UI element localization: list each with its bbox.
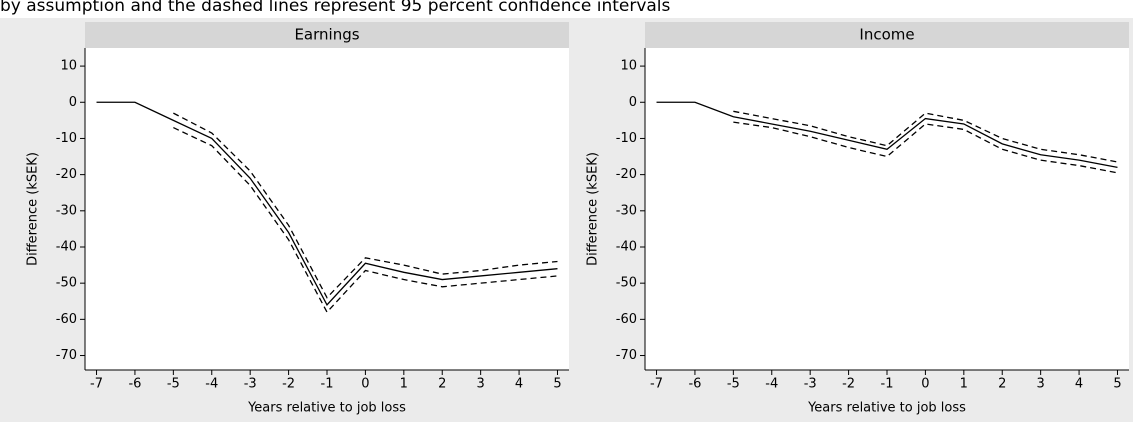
x-tick-label: 1 (400, 377, 408, 392)
x-tick-label: 4 (1075, 377, 1083, 392)
y-tick-label: -20 (56, 167, 77, 182)
y-tick-label: 10 (60, 59, 77, 74)
x-tick-label: -4 (205, 377, 218, 392)
y-tick-label: -70 (56, 348, 77, 363)
x-tick-label: 0 (921, 377, 929, 392)
y-tick-label: -50 (56, 276, 77, 291)
x-tick-label: -2 (282, 377, 295, 392)
x-tick-label: -6 (128, 377, 141, 392)
x-tick-label: -5 (727, 377, 740, 392)
x-tick-label: 0 (361, 377, 369, 392)
x-tick-label: -3 (804, 377, 817, 392)
y-tick-label: -30 (56, 203, 77, 218)
x-tick-label: -7 (650, 377, 663, 392)
y-tick-label: 10 (620, 59, 637, 74)
x-tick-label: 1 (960, 377, 968, 392)
y-axis-label: Difference (kSEK) (26, 152, 41, 266)
series-line (96, 101, 558, 306)
plot-area (645, 48, 1129, 370)
x-tick-label: -5 (167, 377, 180, 392)
y-tick-label: -60 (616, 312, 637, 327)
panel-title: Income (859, 26, 914, 44)
x-tick-label: 5 (553, 377, 561, 392)
series-line (173, 127, 558, 314)
x-tick-label: -2 (842, 377, 855, 392)
x-tick-label: 3 (1037, 377, 1045, 392)
x-axis-label: Years relative to job loss (807, 401, 966, 416)
y-tick-label: -40 (616, 239, 637, 254)
y-tick-label: 0 (629, 95, 637, 110)
y-tick-label: 0 (69, 95, 77, 110)
caption: by assumption and the dashed lines repre… (0, 0, 671, 16)
x-tick-label: 4 (515, 377, 523, 392)
x-tick-label: -6 (688, 377, 701, 392)
y-tick-label: -70 (616, 348, 637, 363)
y-tick-label: -60 (56, 312, 77, 327)
plot-area (85, 48, 569, 370)
y-tick-label: -20 (616, 167, 637, 182)
x-tick-label: -1 (881, 377, 894, 392)
x-axis-label: Years relative to job loss (247, 401, 406, 416)
y-tick-label: -10 (56, 131, 77, 146)
series-line (733, 121, 1118, 174)
series-line (733, 110, 1118, 163)
x-tick-label: -7 (90, 377, 103, 392)
x-tick-label: -4 (765, 377, 778, 392)
x-tick-label: 2 (438, 377, 446, 392)
series-line (656, 101, 1118, 169)
y-axis-label: Difference (kSEK) (586, 152, 601, 266)
x-tick-label: -3 (244, 377, 257, 392)
x-tick-label: 5 (1113, 377, 1121, 392)
x-tick-label: 3 (477, 377, 485, 392)
series-line (173, 112, 558, 299)
y-tick-label: -40 (56, 239, 77, 254)
x-tick-label: -1 (321, 377, 334, 392)
y-tick-label: -50 (616, 276, 637, 291)
x-tick-label: 2 (998, 377, 1006, 392)
panel-title: Earnings (294, 26, 359, 44)
title-strip (645, 22, 1129, 48)
title-strip (85, 22, 569, 48)
y-tick-label: -10 (616, 131, 637, 146)
y-tick-label: -30 (616, 203, 637, 218)
